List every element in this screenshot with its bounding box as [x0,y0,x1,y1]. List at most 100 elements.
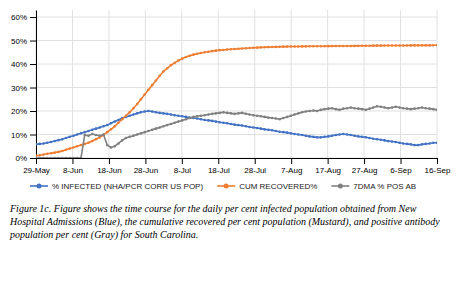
series-marker [110,146,113,149]
series-marker [143,131,146,134]
series-marker [331,134,334,137]
series-marker [36,157,37,158]
x-tick: 18-Jul [208,158,230,175]
series-marker [192,53,195,56]
series-marker [350,45,353,48]
y-grid-line [36,87,437,88]
series-marker [42,157,45,158]
series-marker [372,44,375,47]
x-tick-label: 16-Sep [425,166,451,175]
series-marker [323,45,326,48]
series-marker [42,153,45,156]
series-marker [200,52,203,55]
series-marker [117,142,120,145]
y-tick-mark [30,64,36,65]
series-marker [87,130,90,133]
series-marker [226,112,229,115]
series-marker [308,45,311,48]
y-tick-mark [30,88,36,89]
y-tick: 60% [11,13,36,22]
series-marker [222,121,225,124]
series-marker [147,130,150,133]
series-marker [379,138,382,141]
y-tick-label: 30% [11,84,27,93]
series-marker [331,107,334,110]
series-marker [151,84,154,87]
legend-marker [224,184,229,189]
series-marker [417,107,420,110]
series-marker [406,44,409,47]
series-marker [132,113,135,116]
series-marker [36,154,37,157]
series-marker [218,49,221,52]
series-marker [188,55,191,58]
series-marker [357,45,360,48]
series-marker [335,45,338,48]
series-marker [65,148,68,151]
series-marker [368,107,371,110]
x-tick: 27-Aug [352,158,378,175]
series-marker [432,44,435,47]
series-marker [312,45,315,48]
series-marker [181,115,184,118]
series-marker [233,113,236,116]
y-grid-line [36,64,437,65]
series-marker [293,113,296,116]
series-marker [394,105,397,108]
series-marker [361,136,364,139]
series-marker [424,143,427,146]
x-tick-mark [364,158,365,164]
series-marker [398,141,401,144]
x-tick-mark [72,158,73,164]
x-tick-mark [182,158,183,164]
series-marker [46,141,49,144]
x-tick-label: 8-Jul [174,166,192,175]
series-marker [387,107,390,110]
series-marker [252,126,255,129]
x-tick-label: 28-Jun [134,166,158,175]
series-marker [342,107,345,110]
series-marker [95,134,98,137]
legend: % INFECTED (NHA/PCR CORR US POP)CUM RECO… [30,182,416,191]
x-axis: 29-May8-Jun18-Jun28-Jun8-Jul18-Jul28-Jul… [23,158,451,175]
x-tick-label: 18-Jun [97,166,121,175]
series-marker [305,45,308,48]
series-marker [36,143,37,146]
series-marker [368,137,371,140]
series-marker [278,118,281,121]
series-marker [158,112,161,115]
series-marker [327,135,330,138]
series-marker [87,134,90,137]
series-marker [353,134,356,137]
series-marker [305,110,308,113]
x-tick: 7-Aug [281,158,302,175]
series-marker [335,134,338,137]
x-tick-mark [437,158,438,164]
series-marker [166,113,169,116]
series-marker [50,152,53,155]
y-tick: 0% [15,154,36,163]
series-marker [271,129,274,132]
series [36,44,437,157]
series-marker [91,129,94,132]
legend-item: 7DMA % POS AB [331,182,416,191]
series-marker [185,56,188,59]
series-marker [196,117,199,120]
series-marker [327,107,330,110]
series-marker [80,144,83,147]
series-marker [215,120,218,123]
x-grid-line [291,10,292,158]
series-marker [106,144,109,147]
x-tick-label: 18-Jul [208,166,230,175]
series-marker [110,122,113,125]
series-marker [398,106,401,109]
series-line [36,45,437,155]
series-marker [61,157,64,158]
x-grid-line [254,10,255,158]
series-marker [173,121,176,124]
series-marker [320,45,323,48]
series-marker [436,141,437,144]
series-marker [211,113,214,116]
series-marker [290,45,293,48]
legend-marker [37,184,42,189]
